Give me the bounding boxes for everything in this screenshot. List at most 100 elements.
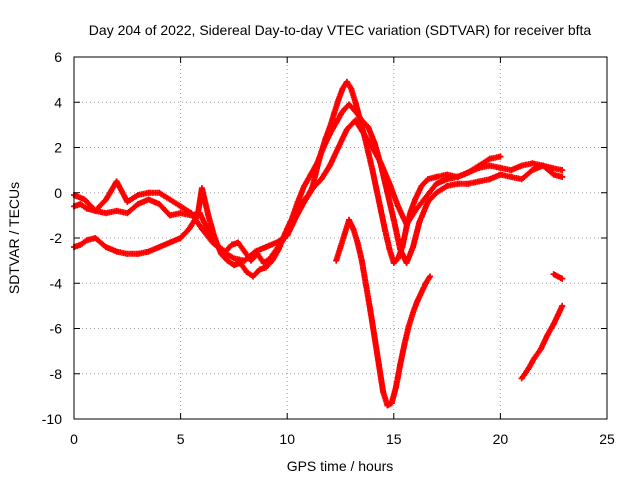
data-point (252, 248, 259, 255)
data-point (307, 171, 314, 178)
data-point (386, 246, 393, 253)
data-point (422, 280, 429, 287)
data-point (454, 180, 461, 187)
data-point (433, 180, 440, 187)
data-point (486, 162, 493, 169)
data-point (518, 162, 525, 169)
data-point (262, 244, 269, 251)
data-point (134, 201, 141, 208)
data-point (369, 167, 376, 174)
data-point (92, 207, 99, 214)
data-point (331, 110, 338, 117)
data-point (384, 189, 391, 196)
y-tick-label: 6 (54, 49, 62, 65)
data-point (145, 196, 152, 203)
y-axis-title: SDTVAR / TECUs (6, 182, 22, 294)
data-point (346, 101, 353, 108)
data-point (156, 189, 163, 196)
data-point (365, 124, 372, 131)
x-tick-label: 25 (599, 431, 615, 447)
data-point (373, 187, 380, 194)
series-trace (333, 216, 433, 409)
data-point (486, 176, 493, 183)
data-point (124, 198, 131, 205)
data-point (124, 250, 131, 257)
data-point (318, 176, 325, 183)
data-point (166, 212, 173, 219)
series-arc-3 (71, 117, 504, 264)
data-point (433, 189, 440, 196)
y-tick-label: -2 (50, 230, 63, 246)
data-point (211, 235, 218, 241)
data-point (166, 196, 173, 203)
data-point (205, 212, 212, 219)
data-point (224, 257, 231, 264)
data-point (412, 196, 419, 203)
data-point (352, 117, 359, 124)
data-point (326, 130, 333, 137)
data-point (230, 255, 237, 262)
data-point (544, 332, 551, 339)
data-point (418, 182, 425, 189)
data-point (335, 96, 342, 103)
data-point (134, 250, 141, 257)
data-point (250, 273, 257, 280)
series-arc-5 (518, 302, 566, 382)
data-point (350, 225, 357, 232)
data-point (177, 235, 184, 241)
data-point (409, 309, 416, 316)
data-point (529, 167, 536, 174)
data-point (113, 207, 120, 214)
data-point (403, 221, 410, 228)
data-point (518, 176, 525, 183)
data-point (83, 205, 90, 212)
data-point (367, 307, 374, 314)
data-point (403, 259, 410, 266)
data-point (422, 194, 429, 201)
data-point (81, 196, 88, 203)
data-point (314, 160, 321, 167)
data-point (550, 271, 557, 278)
data-point (156, 201, 163, 208)
data-point (427, 273, 434, 280)
data-point (424, 198, 431, 205)
data-point (401, 341, 408, 348)
data-point (559, 173, 566, 180)
data-point (243, 268, 250, 275)
data-point (301, 198, 308, 205)
data-point (395, 255, 402, 262)
series-arc-4 (333, 216, 434, 409)
data-point (77, 201, 84, 208)
data-point (559, 302, 566, 309)
data-point (235, 239, 242, 246)
data-point (525, 366, 532, 373)
data-point (550, 320, 557, 327)
data-point (508, 167, 515, 174)
data-point (378, 160, 385, 167)
data-point (392, 384, 399, 391)
data-point (177, 203, 184, 210)
data-point (497, 164, 504, 171)
data-point (209, 239, 216, 246)
x-tick-label: 10 (279, 431, 295, 447)
data-point (465, 169, 472, 176)
series-layer (71, 78, 566, 409)
data-point (343, 126, 350, 133)
data-point (365, 149, 372, 156)
data-point (301, 182, 308, 189)
data-point (531, 354, 538, 361)
data-point (390, 216, 397, 223)
data-point (284, 232, 291, 239)
data-point (352, 99, 359, 106)
data-point (371, 334, 378, 341)
data-point (326, 162, 333, 169)
data-point (348, 85, 355, 92)
data-point (346, 216, 353, 223)
data-point (102, 210, 109, 217)
data-point (339, 108, 346, 115)
data-point (354, 239, 361, 246)
data-point (380, 388, 387, 395)
data-point (230, 262, 237, 269)
data-point (465, 180, 472, 187)
